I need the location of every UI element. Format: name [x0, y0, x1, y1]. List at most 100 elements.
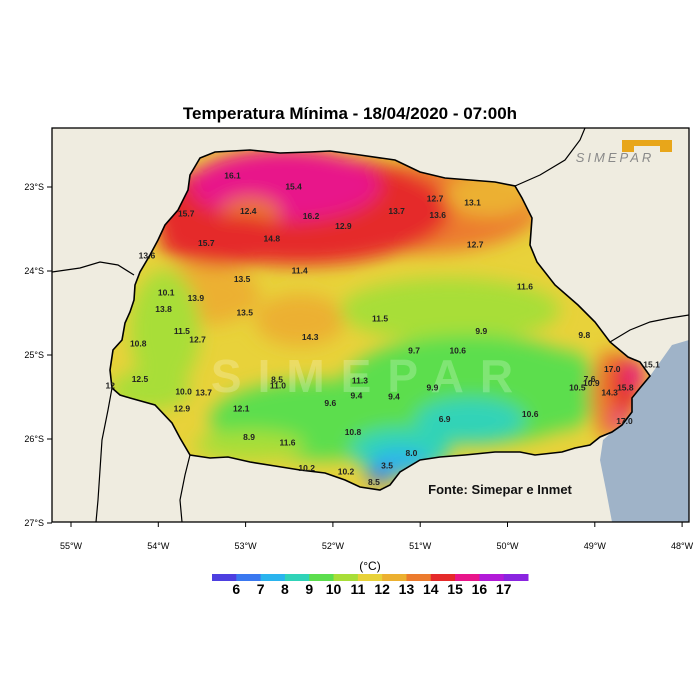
- observation-label: 16.2: [303, 211, 320, 221]
- colorbar: 6 7 8 9 10 11 12 13 14 15 16 17: [212, 574, 529, 597]
- observation-label: 12.9: [174, 403, 191, 413]
- observation-label: 8.5: [368, 477, 380, 487]
- lon-tick-label: 53°W: [235, 541, 258, 551]
- observation-label: 10.6: [449, 345, 466, 355]
- observation-label: 11.5: [174, 326, 190, 336]
- colorbar-segment: [333, 574, 359, 581]
- observation-label: 11.0: [270, 381, 286, 391]
- observation-label: 12.5: [132, 374, 149, 384]
- colorbar-tick-label: 16: [472, 581, 488, 597]
- observation-label: 15.7: [178, 208, 195, 218]
- lon-tick-label: 48°W: [671, 541, 694, 551]
- colorbar-tick-label: 12: [374, 581, 390, 597]
- observation-label: 14.3: [601, 387, 618, 397]
- observation-label: 11.6: [517, 281, 533, 291]
- watermark: SIMEPAR: [211, 350, 529, 402]
- ocean: [600, 340, 689, 522]
- observation-label: 13.5: [236, 308, 253, 318]
- colorbar-segment: [260, 574, 286, 581]
- simepar-logo: SIMEPAR: [576, 140, 672, 165]
- observation-label: 12.7: [427, 193, 444, 203]
- colorbar-segment: [236, 574, 262, 581]
- source-label: Fonte: Simepar e Inmet: [428, 482, 572, 497]
- observation-label: 11.6: [279, 438, 295, 448]
- colorbar-segment: [503, 574, 529, 581]
- colorbar-segment: [284, 574, 310, 581]
- observation-label: 3.5: [381, 460, 393, 470]
- axis-ticks: 55°W 54°W 53°W 52°W 51°W 50°W 49°W 48°W 23°S 24°S…: [24, 182, 693, 551]
- lon-tick-label: 51°W: [409, 541, 432, 551]
- observation-label: 8.5: [271, 375, 283, 385]
- lon-tick-label: 49°W: [584, 541, 607, 551]
- observation-label: 14.8: [264, 234, 281, 244]
- colorbar-segment: [406, 574, 432, 581]
- colorbar-tick-label: 8: [281, 581, 289, 597]
- brand-text: SIMEPAR: [576, 150, 655, 165]
- observation-label: 10.6: [522, 409, 539, 419]
- observation-label: 12.7: [467, 239, 484, 249]
- observation-label: 10.0: [175, 386, 192, 396]
- observation-label: 9.6: [324, 398, 336, 408]
- observation-label: 13.6: [139, 250, 156, 260]
- observation-label: 9.9: [427, 382, 439, 392]
- colorbar-segment: [357, 574, 383, 581]
- observation-values: 16.1 15.4 15.7 12.4 16.2 12.9 13.7 12.7 13.6 13.1…: [106, 171, 661, 488]
- parana-border: [109, 149, 652, 491]
- lat-tick-label: 27°S: [24, 518, 44, 528]
- observation-label: 13.5: [234, 274, 251, 284]
- observation-label: 9.8: [578, 330, 590, 340]
- observation-label: 9.7: [408, 345, 420, 355]
- lat-tick-label: 24°S: [24, 266, 44, 276]
- observation-label: 6.9: [439, 414, 451, 424]
- border-line-southwest: [179, 454, 191, 522]
- colorbar-segment: [212, 574, 237, 581]
- observation-label: 17.0: [604, 364, 621, 374]
- observation-label: 16.1: [224, 171, 241, 181]
- border-line-sp: [609, 314, 689, 343]
- observation-label: 9.9: [475, 326, 487, 336]
- map-title: Temperatura Mínima - 18/04/2020 - 07:00h: [182, 104, 518, 123]
- observation-label: 12: [106, 381, 116, 391]
- lon-tick-label: 54°W: [147, 541, 170, 551]
- observation-label: 12.4: [240, 206, 257, 216]
- colorbar-segment: [479, 574, 505, 581]
- colorbar-tick-label: 14: [423, 581, 439, 597]
- colorbar-unit: (°C): [359, 559, 380, 573]
- observation-label: 11.3: [352, 376, 368, 386]
- observation-label: 13.8: [155, 304, 172, 314]
- map-frame: [51, 127, 690, 523]
- observation-label: 12.1: [233, 403, 250, 413]
- observation-label: 11.5: [372, 313, 388, 323]
- observation-label: 8.9: [243, 432, 255, 442]
- colorbar-tick-label: 10: [326, 581, 342, 597]
- observation-label: 13.1: [464, 197, 481, 207]
- observation-label: 15.4: [285, 182, 302, 192]
- colorbar-tick-label: 15: [447, 581, 463, 597]
- observation-label: 10.8: [345, 427, 362, 437]
- lon-tick-label: 55°W: [60, 541, 83, 551]
- colorbar-tick-label: 11: [350, 581, 365, 597]
- lat-tick-label: 23°S: [24, 182, 44, 192]
- observation-label: 10.1: [158, 287, 175, 297]
- colorbar-tick-label: 17: [496, 581, 512, 597]
- temperature-field: [110, 150, 650, 490]
- observation-label: 10.5: [569, 382, 586, 392]
- observation-label: 10.2: [298, 463, 315, 473]
- observation-label: 15.8: [617, 382, 634, 392]
- observation-label: 15.1: [643, 360, 660, 370]
- colorbar-tick-label: 13: [399, 581, 415, 597]
- observation-label: 15.7: [198, 238, 215, 248]
- observation-label: 7.6: [584, 374, 596, 384]
- observation-label: 13.6: [429, 210, 446, 220]
- border-line-west: [52, 261, 135, 276]
- colorbar-tick-label: 9: [305, 581, 313, 597]
- observation-label: 13.7: [388, 206, 405, 216]
- colorbar-segment: [455, 574, 480, 581]
- border-line-south: [95, 387, 113, 522]
- observation-label: 9.4: [388, 392, 400, 402]
- observation-label: 14.3: [302, 332, 319, 342]
- observation-label: 17.0: [616, 416, 633, 426]
- border-line-north: [514, 128, 586, 187]
- observation-label: 12.7: [189, 334, 206, 344]
